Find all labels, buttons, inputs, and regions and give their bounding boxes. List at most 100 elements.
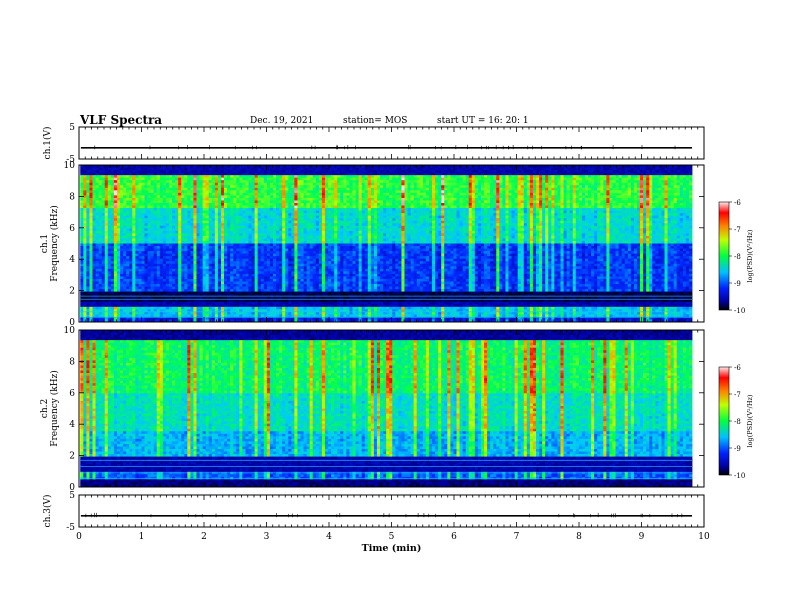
- spectro-cell: [135, 173, 138, 176]
- spectro-cell: [551, 170, 554, 173]
- spectro-cell: [359, 185, 362, 188]
- spectro-cell: [441, 170, 444, 173]
- spectro-cell: [609, 175, 612, 178]
- spectro-cell: [689, 173, 692, 176]
- spectro-cell: [432, 190, 435, 193]
- spectro-cell: [236, 168, 239, 171]
- spectro-cell: [447, 190, 450, 193]
- spectro-cell: [337, 188, 340, 191]
- spectro-cell: [337, 195, 340, 198]
- spectro-cell: [252, 173, 255, 176]
- spectro-cell: [652, 185, 655, 188]
- spectro-cell: [340, 195, 343, 198]
- spectro-cell: [677, 175, 680, 178]
- spectro-cell: [600, 193, 603, 196]
- spectro-cell: [126, 170, 129, 173]
- spectro-cell: [135, 170, 138, 173]
- spectro-cell: [365, 175, 368, 178]
- spectro-cell: [493, 185, 496, 188]
- spectro-cell: [560, 173, 563, 176]
- spectro-cell: [261, 178, 264, 181]
- spectro-cell: [352, 193, 355, 196]
- spectro-cell: [420, 188, 423, 191]
- spectro-cell: [395, 188, 398, 191]
- spectro-cell: [248, 195, 251, 198]
- spectro-cell: [420, 173, 423, 176]
- spectro-cell: [227, 195, 230, 198]
- spectro-cell: [674, 188, 677, 191]
- spectro-cell: [190, 193, 193, 196]
- spectro-cell: [117, 168, 120, 171]
- spectro-cell: [542, 168, 545, 171]
- spectro-cell: [175, 195, 178, 198]
- spectro-cell: [512, 170, 515, 173]
- spectro-cell: [196, 193, 199, 196]
- spectro-cell: [649, 183, 652, 186]
- spectro-cell: [175, 185, 178, 188]
- spectro-cell: [203, 180, 206, 183]
- spectro-cell: [175, 178, 178, 181]
- spectro-cell: [661, 190, 664, 193]
- spectro-cell: [282, 185, 285, 188]
- spectro-cell: [212, 198, 215, 201]
- spectro-cell: [508, 188, 511, 191]
- spectro-cell: [689, 170, 692, 173]
- spectro-cell: [92, 180, 95, 183]
- spectro-cell: [123, 173, 126, 176]
- spectro-cell: [368, 198, 371, 201]
- spectro-cell: [322, 183, 325, 186]
- spectro-cell: [221, 195, 224, 198]
- spectro-cell: [545, 185, 548, 188]
- spectro-cell: [374, 193, 377, 196]
- spectro-cell: [169, 183, 172, 186]
- spectro-cell: [233, 173, 236, 176]
- spectro-cell: [215, 170, 218, 173]
- spectro-cell: [138, 180, 141, 183]
- spectro-cell: [310, 193, 313, 196]
- spectro-cell: [328, 173, 331, 176]
- spectro-cell: [349, 195, 352, 198]
- spectro-cell: [579, 180, 582, 183]
- spectro-cell: [89, 178, 92, 181]
- spectro-cell: [481, 193, 484, 196]
- spectro-cell: [634, 170, 637, 173]
- spectro-cell: [441, 190, 444, 193]
- spectro-cell: [276, 195, 279, 198]
- spectro-cell: [444, 178, 447, 181]
- spectro-cell: [212, 168, 215, 171]
- spectro-cell: [356, 185, 359, 188]
- spectro-cell: [148, 168, 151, 171]
- spectro-cell: [646, 168, 649, 171]
- spectro-cell: [655, 193, 658, 196]
- spectro-cell: [680, 173, 683, 176]
- spectro-cell: [132, 198, 135, 201]
- spectro-cell: [625, 183, 628, 186]
- spectro-cell: [359, 178, 362, 181]
- spectro-cell: [612, 185, 615, 188]
- spectro-cell: [279, 173, 282, 176]
- spectro-cell: [401, 190, 404, 193]
- spectro-cell: [689, 183, 692, 186]
- spectro-cell: [487, 195, 490, 198]
- spectro-cell: [337, 170, 340, 173]
- spectro-cell: [588, 168, 591, 171]
- spectro-cell: [432, 168, 435, 171]
- spectro-cell: [80, 198, 83, 201]
- spectro-cell: [616, 183, 619, 186]
- spectro-cell: [187, 175, 190, 178]
- spectro-cell: [239, 195, 242, 198]
- spectro-cell: [322, 188, 325, 191]
- spectro-cell: [658, 175, 661, 178]
- spectro-cell: [441, 183, 444, 186]
- spectro-cell: [138, 190, 141, 193]
- spectro-cell: [671, 183, 674, 186]
- spectro-cell: [239, 170, 242, 173]
- spectro-cell: [389, 195, 392, 198]
- spectro-cell: [138, 193, 141, 196]
- spectro-cell: [252, 175, 255, 178]
- spectro-cell: [683, 190, 686, 193]
- spectro-cell: [661, 173, 664, 176]
- spectro-cell: [362, 188, 365, 191]
- spectro-cell: [230, 170, 233, 173]
- spectro-cell: [374, 175, 377, 178]
